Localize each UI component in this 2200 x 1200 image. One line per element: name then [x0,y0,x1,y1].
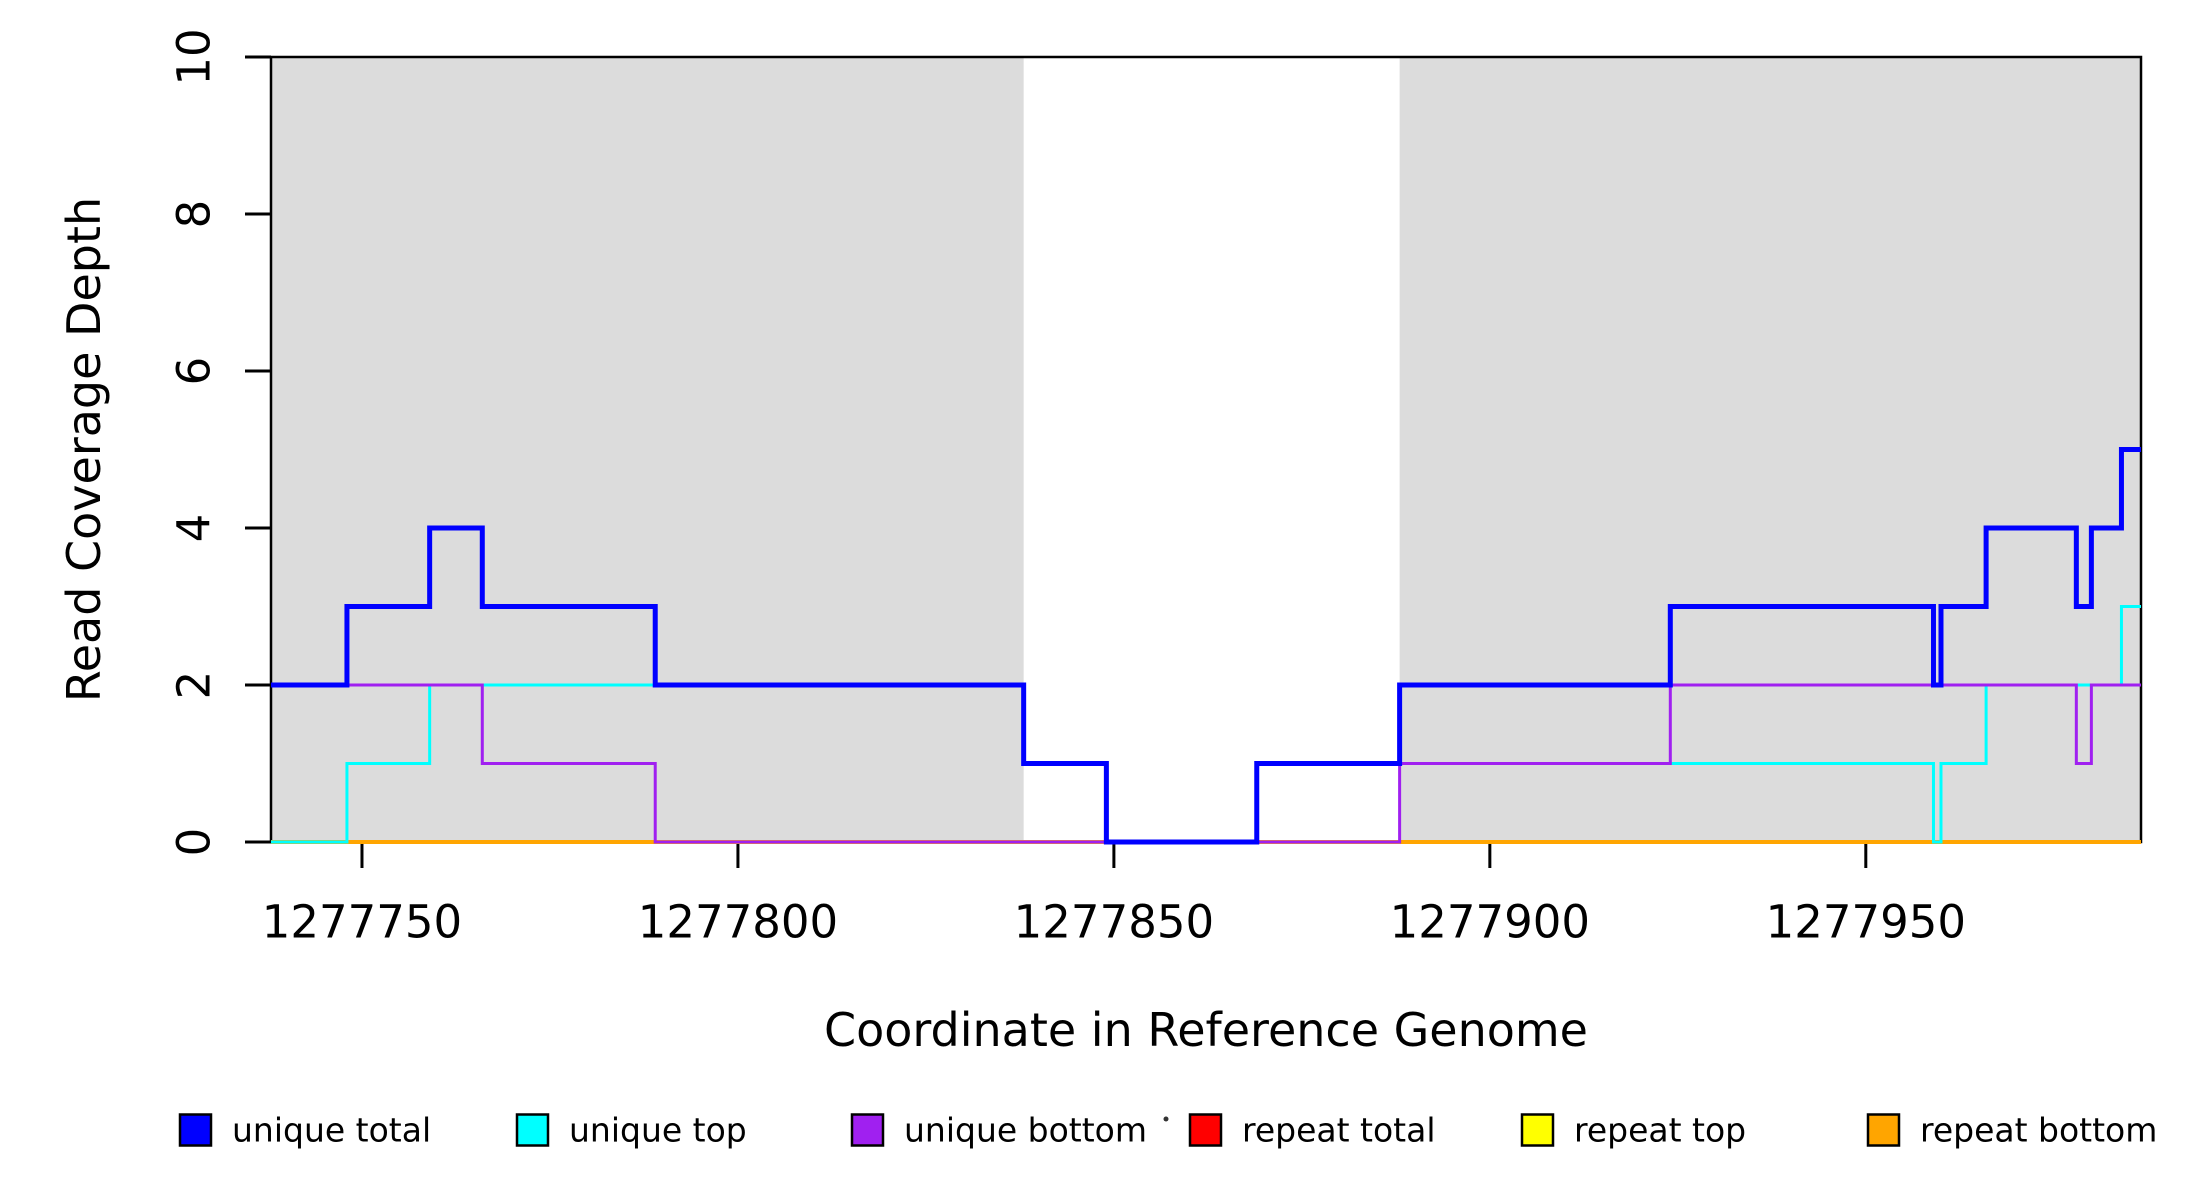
x-axis-tick-label: 1277950 [1766,896,1966,949]
stray-dot [1163,1116,1169,1122]
legend-swatch [850,1113,885,1147]
legend-label: unique bottom [904,1111,1147,1150]
legend-swatch [178,1113,213,1147]
unique-region-right [1399,57,2141,842]
legend-swatch [1188,1113,1223,1147]
legend: unique total unique top unique bottom repea… [178,1111,2157,1150]
legend-item-unique-bottom: unique bottom [850,1111,1147,1150]
unique-region-left [271,57,1024,842]
y-axis-tick-label: 8 [168,200,221,229]
x-axis-tick-label: 1277800 [638,896,838,949]
legend-item-unique-top: unique top [515,1111,747,1150]
legend-label: repeat bottom [1920,1111,2157,1150]
y-axis-tick-label: 4 [168,514,221,543]
legend-label: unique total [232,1111,431,1150]
unique-bottom-line [271,683,2141,844]
y-axis-title: Read Coverage Depth [57,197,111,702]
legend-swatch [1520,1113,1555,1147]
x-axis-tick-label: 1277850 [1014,896,1214,949]
y-axis-tick-label: 0 [168,828,221,857]
legend-item-repeat-bottom: repeat bottom [1866,1111,2157,1150]
y-axis-tick-label: 2 [168,671,221,700]
y-axis-tick-label: 6 [168,357,221,386]
x-axis-tick-label: 1277900 [1390,896,1590,949]
unique-total-line [271,447,2141,845]
legend-item-unique-total: unique total [178,1111,431,1150]
legend-label: unique top [569,1111,747,1150]
y-axis-tick-label: 10 [168,28,221,85]
x-axis-tick-label: 1277750 [262,896,462,949]
legend-label: repeat total [1242,1111,1436,1150]
legend-item-repeat-top: repeat top [1520,1111,1746,1150]
legend-swatch [515,1113,550,1147]
legend-label: repeat top [1574,1111,1746,1150]
legend-item-repeat-total: repeat total [1188,1111,1436,1150]
x-axis-title: Coordinate in Reference Genome [824,1003,1588,1057]
legend-swatch [1866,1113,1901,1147]
